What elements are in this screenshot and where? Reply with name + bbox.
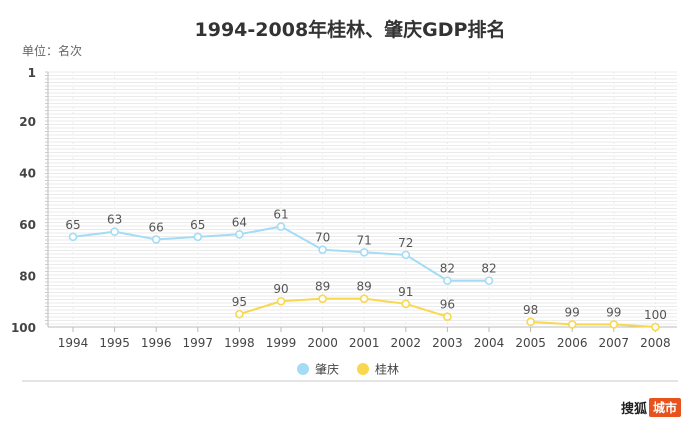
series-0-data-label: 64 <box>232 215 247 229</box>
x-tick-label: 2000 <box>307 336 338 350</box>
series-0-data-label: 66 <box>149 220 164 234</box>
series-0-data-label: 65 <box>190 218 205 232</box>
series-1-data-label: 90 <box>273 282 288 296</box>
series-1-point <box>235 309 244 319</box>
series-0-data-label: 65 <box>65 218 80 232</box>
legend-label-0: 肇庆 <box>315 362 339 377</box>
series-1-point <box>276 296 286 306</box>
sohu-city-logo: 搜狐 城市 <box>621 397 682 417</box>
series-1-data-label: 95 <box>232 295 247 309</box>
y-unit-label: 单位：名次 <box>22 43 82 58</box>
series-1-point <box>318 294 327 303</box>
series-0-point <box>151 235 161 244</box>
logo-text-sohu: 搜狐 <box>621 401 648 417</box>
x-tick-label: 2006 <box>557 336 588 350</box>
y-tick-label: 100 <box>11 321 36 335</box>
x-tick-label: 1998 <box>224 336 255 350</box>
series-1-point <box>526 317 535 327</box>
series-1-point <box>401 299 411 309</box>
y-tick-label: 1 <box>28 66 36 80</box>
series-0-data-label: 82 <box>440 262 455 276</box>
x-tick-label: 2003 <box>432 336 463 350</box>
x-tick-label: 2005 <box>515 336 546 350</box>
y-tick-label: 80 <box>19 269 36 283</box>
series-0-data-label: 71 <box>357 233 372 247</box>
series-0-point <box>276 222 286 231</box>
x-tick-label: 2007 <box>599 336 630 350</box>
x-tick-label: 1996 <box>141 336 172 350</box>
series-0-point <box>443 276 452 285</box>
series-1-data-label: 99 <box>606 305 621 319</box>
series-1-data-label: 100 <box>644 308 667 322</box>
series-1-point <box>443 312 452 321</box>
x-tick-label: 1995 <box>99 336 130 350</box>
y-tick-label: 20 <box>19 115 36 129</box>
series-1-point <box>359 294 369 303</box>
legend-label-1: 桂林 <box>375 362 399 377</box>
series-0-point <box>193 232 203 242</box>
series-1-data-label: 89 <box>357 280 372 294</box>
series-0-point <box>318 245 327 255</box>
series-0-data-label: 70 <box>315 231 330 245</box>
series-0-data-label: 72 <box>398 236 413 250</box>
series-1-data-label: 91 <box>398 285 413 299</box>
series-0-data-label: 61 <box>273 208 288 222</box>
series-0-point <box>110 227 119 236</box>
series-0-data-label: 82 <box>481 262 496 276</box>
x-tick-label: 2004 <box>474 336 505 350</box>
series-1-data-label: 99 <box>565 305 580 319</box>
x-tick-label: 1999 <box>266 336 297 350</box>
series-1-line <box>530 320 656 328</box>
x-tick-label: 2002 <box>391 336 422 350</box>
series-0-point <box>484 276 494 285</box>
series-1-data-label: 89 <box>315 280 330 294</box>
series-1-data-label: 98 <box>523 303 538 317</box>
series-0-point <box>235 229 244 239</box>
x-tick-label: 2001 <box>349 336 380 350</box>
series-0-data-label: 63 <box>107 213 122 227</box>
y-tick-label: 60 <box>19 218 36 232</box>
logo-text-city: 城市 <box>649 397 682 417</box>
series-0-point <box>401 250 411 260</box>
series-1-data-label: 96 <box>440 298 455 312</box>
series-1-line <box>239 297 448 318</box>
series-0-point <box>68 232 78 242</box>
series-1-point <box>651 322 660 332</box>
legend-marker-0 <box>297 363 309 375</box>
series-0-point <box>359 248 369 257</box>
x-tick-label: 2008 <box>640 336 671 350</box>
x-tick-label: 1994 <box>58 336 89 350</box>
x-tick-label: 1997 <box>183 336 214 350</box>
y-tick-label: 40 <box>19 166 36 180</box>
series-1-point <box>567 320 577 329</box>
chart-title: 1994-2008年桂林、肇庆GDP排名 <box>195 18 506 41</box>
series-1-point <box>609 320 619 329</box>
legend-marker-1 <box>357 363 369 375</box>
